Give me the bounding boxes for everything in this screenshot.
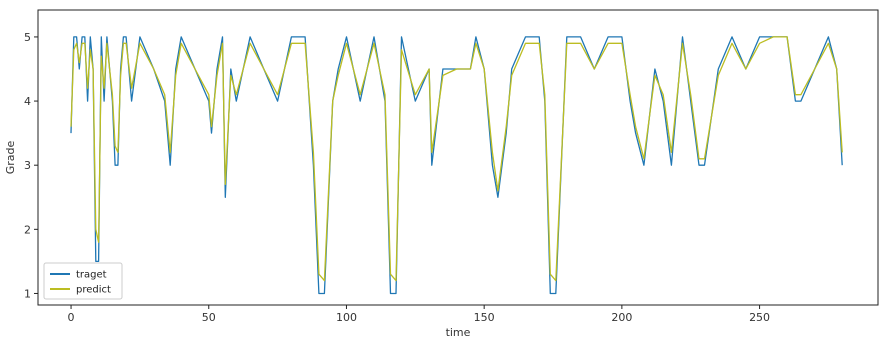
y-tick-label: 3 — [24, 159, 31, 172]
y-tick-label: 1 — [24, 287, 31, 300]
y-axis: 1 2 3 4 5 — [24, 31, 38, 300]
x-tick-label: 100 — [336, 311, 357, 324]
y-axis-label: Grade — [4, 141, 17, 175]
x-tick-label: 250 — [749, 311, 770, 324]
series-line-predict — [70, 36, 843, 282]
x-axis-label: time — [446, 326, 471, 339]
series-line-traget — [70, 36, 843, 295]
x-tick-label: 50 — [202, 311, 216, 324]
y-tick-label: 5 — [24, 31, 31, 44]
legend: traget predict — [43, 262, 123, 300]
plot-frame — [37, 9, 879, 306]
y-tick-label: 4 — [24, 95, 31, 108]
legend-label-traget: traget — [76, 270, 107, 281]
x-tick-label: 200 — [611, 311, 632, 324]
x-tick-label: 0 — [68, 311, 75, 324]
x-axis: 0 50 100 150 200 250 — [68, 305, 770, 324]
x-tick-label: 150 — [474, 311, 495, 324]
series-layer — [70, 36, 843, 295]
y-tick-label: 2 — [24, 223, 31, 236]
legend-label-predict: predict — [76, 285, 111, 296]
